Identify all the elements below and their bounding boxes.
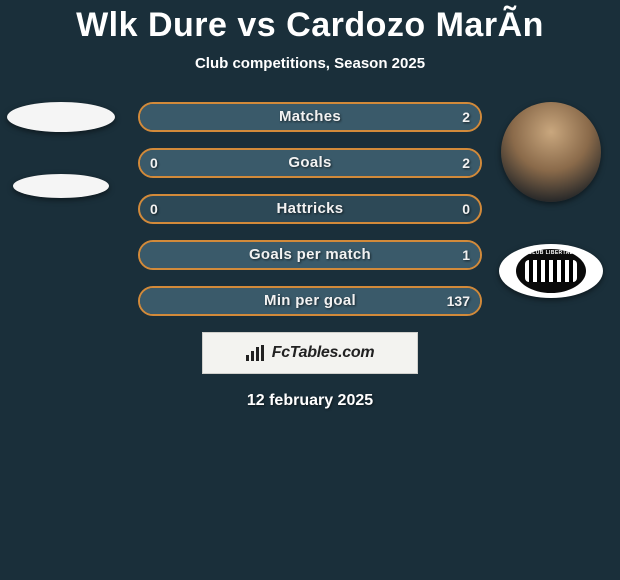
page-title: Wlk Dure vs Cardozo MarÃ­n xyxy=(0,0,620,45)
right-player-column: CLUB LIBERTAD xyxy=(496,102,606,298)
comparison-arena: CLUB LIBERTAD Matches2Goals02Hattricks00… xyxy=(0,102,620,316)
stat-value-left: 0 xyxy=(150,196,158,222)
date-line: 12 february 2025 xyxy=(0,392,620,410)
stat-value-right: 137 xyxy=(447,288,470,314)
stat-bars: Matches2Goals02Hattricks00Goals per matc… xyxy=(138,102,482,316)
stat-bar: Goals0 2 xyxy=(138,148,482,178)
stat-value-right: 1 xyxy=(462,242,470,268)
page-subtitle: Club competitions, Season 2025 xyxy=(0,55,620,72)
stat-bar: Goals per match1 xyxy=(138,240,482,270)
left-player-avatar xyxy=(7,102,115,132)
left-club-badge xyxy=(13,174,109,198)
stat-label: Hattricks xyxy=(140,196,480,222)
stat-bar: Min per goal137 xyxy=(138,286,482,316)
stat-value-left: 0 xyxy=(150,150,158,176)
bar-chart-icon xyxy=(246,345,266,361)
stat-bar: Matches2 xyxy=(138,102,482,132)
club-crest-icon: CLUB LIBERTAD xyxy=(516,249,586,293)
stat-label: Goals per match xyxy=(140,242,480,268)
stat-bar: Hattricks0 0 xyxy=(138,194,482,224)
stat-label: Min per goal xyxy=(140,288,480,314)
stat-value-right: 0 xyxy=(462,196,470,222)
stat-label: Matches xyxy=(140,104,480,130)
stat-value-right: 2 xyxy=(462,104,470,130)
club-name-text: CLUB LIBERTAD xyxy=(528,250,573,256)
brand-box[interactable]: FcTables.com xyxy=(202,332,418,374)
right-club-badge: CLUB LIBERTAD xyxy=(499,244,603,298)
brand-text: FcTables.com xyxy=(272,344,375,362)
left-player-column xyxy=(6,102,116,198)
stat-value-right: 2 xyxy=(462,150,470,176)
stat-label: Goals xyxy=(140,150,480,176)
right-player-avatar xyxy=(501,102,601,202)
